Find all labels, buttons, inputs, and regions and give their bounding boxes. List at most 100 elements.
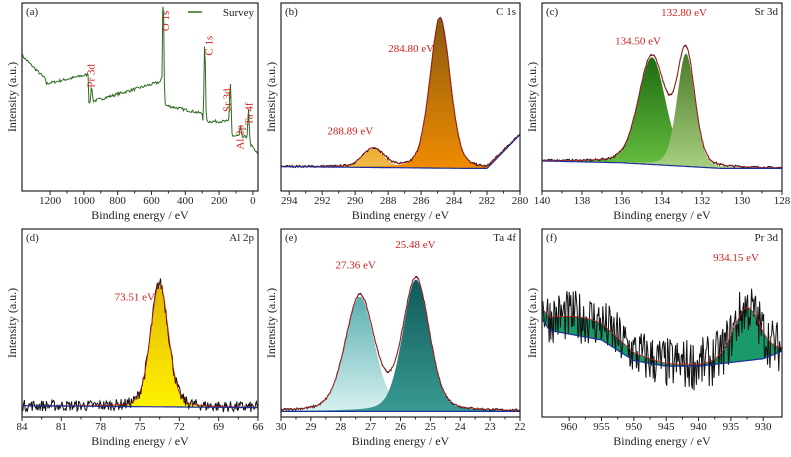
- x-tick-label: 930: [755, 421, 772, 433]
- x-tick-label: 138: [574, 195, 591, 207]
- x-axis-label: Binding energy / eV: [91, 208, 189, 222]
- x-tick-label: 78: [95, 421, 107, 433]
- panel-title: C 1s: [496, 6, 516, 18]
- x-tick-label: 288: [380, 195, 397, 207]
- fit-envelope-line: [541, 307, 782, 365]
- panel-label: (e): [285, 232, 298, 244]
- x-tick-label: 136: [614, 195, 631, 207]
- x-tick-label: 200: [211, 195, 228, 207]
- x-tick-label: 800: [109, 195, 126, 207]
- x-tick-label: 140: [534, 195, 551, 207]
- x-tick-label: 600: [143, 195, 160, 207]
- panel-label: (b): [285, 6, 298, 18]
- x-tick-label: 75: [135, 421, 147, 433]
- x-tick-label: 28: [335, 421, 347, 433]
- x-tick-label: 290: [347, 195, 364, 207]
- fit-component-27.36: [281, 296, 520, 412]
- panel-f: 934.15 eV Pr 3d (f) 960 955 950 945 940 935 930 Bi…: [525, 228, 783, 448]
- peak-position-label: 27.36 eV: [336, 259, 376, 271]
- y-axis-label: Intensity (a.u.): [264, 62, 278, 132]
- peak-position-label: 132.80 eV: [661, 7, 707, 19]
- peak-position-label: 134.50 eV: [615, 35, 661, 47]
- y-axis-label: Intensity (a.u.): [525, 288, 539, 358]
- peak-position-label: 284.80 eV: [388, 43, 434, 55]
- x-tick-label: 1000: [73, 195, 96, 207]
- peak-label: Al 2p: [234, 124, 246, 149]
- plot-frame: [21, 2, 259, 192]
- x-tick-label: 66: [253, 421, 265, 433]
- y-axis-label: Intensity (a.u.): [264, 288, 278, 358]
- y-axis-label: Intensity (a.u.): [5, 62, 19, 132]
- panel-title: Ta 4f: [493, 232, 516, 244]
- x-tick-label: 134: [654, 195, 671, 207]
- x-tick-label: 286: [413, 195, 430, 207]
- fit-envelope-line: [542, 44, 782, 169]
- background-line: [22, 405, 258, 409]
- peak-position-label: 934.15 eV: [713, 252, 759, 264]
- panel-label: (a): [26, 6, 39, 18]
- x-tick-label: 132: [694, 195, 711, 207]
- fit-component-134.5: [542, 57, 782, 169]
- y-axis-label: Intensity (a.u.): [5, 288, 19, 358]
- panel-d: 73.51 eV Al 2p (d) 84 81 78 75 72 69 66 Binding en…: [5, 228, 265, 448]
- panel-c: 132.80 eV 134.50 eV Sr 3d (c) 140 138 136 134 13…: [525, 2, 791, 222]
- x-tick-label: 128: [774, 195, 791, 207]
- x-axis-label: Binding energy / eV: [613, 434, 711, 448]
- background-line: [281, 134, 521, 169]
- x-tick-label: 0: [250, 195, 256, 207]
- background-line: [542, 160, 782, 169]
- panel-title: Pr 3d: [754, 232, 778, 244]
- x-tick-label: 284: [446, 195, 463, 207]
- x-tick-label: 282: [479, 195, 496, 207]
- survey-spectrum-line: [21, 6, 259, 154]
- peak-position-label: 73.51 eV: [115, 291, 155, 303]
- fit-envelope-line: [281, 17, 521, 167]
- plot-frame: [280, 2, 521, 192]
- panel-title: Al 2p: [229, 232, 254, 244]
- x-tick-label: 23: [485, 421, 497, 433]
- background-line: [541, 318, 783, 367]
- x-tick-label: 940: [690, 421, 707, 433]
- x-tick-label: 81: [56, 421, 67, 433]
- y-axis-label: Intensity (a.u.): [525, 62, 539, 132]
- x-axis-label: Binding energy / eV: [613, 208, 711, 222]
- fit-component-284.85: [281, 17, 520, 169]
- peak-label: O 1s: [160, 11, 172, 31]
- legend-label-survey: Survey: [223, 7, 255, 19]
- x-tick-label: 27: [365, 421, 377, 433]
- x-tick-label: 30: [276, 421, 288, 433]
- panel-title: Sr 3d: [754, 6, 778, 18]
- fit-envelope-line: [281, 276, 520, 411]
- plot-frame: [541, 228, 783, 418]
- x-tick-label: 130: [734, 195, 751, 207]
- x-tick-label: 294: [281, 195, 298, 207]
- panel-b: 284.80 eV 288.89 eV C 1s (b) 294 292 290 288 286…: [264, 2, 529, 222]
- x-axis-label: Binding energy / eV: [352, 434, 450, 448]
- x-axis-label: Binding energy / eV: [352, 208, 450, 222]
- x-tick-label: 69: [213, 421, 225, 433]
- x-tick-label: 1200: [39, 195, 62, 207]
- x-tick-label: 24: [455, 421, 467, 433]
- panel-label: (c): [546, 6, 559, 18]
- panel-e: 25.48 eV 27.36 eV Ta 4f (e) 30 29 28 27 26 25 24 23…: [264, 228, 526, 448]
- x-tick-label: 72: [174, 421, 185, 433]
- x-tick-label: 29: [305, 421, 317, 433]
- x-tick-label: 950: [626, 421, 643, 433]
- x-tick-label: 960: [561, 421, 578, 433]
- peak-label: C 1s: [204, 36, 216, 56]
- x-tick-label: 22: [515, 421, 526, 433]
- x-tick-label: 84: [17, 421, 29, 433]
- x-tick-label: 280: [512, 195, 529, 207]
- x-tick-label: 955: [593, 421, 610, 433]
- x-tick-label: 945: [658, 421, 675, 433]
- x-tick-label: 292: [314, 195, 331, 207]
- peak-label: Pr 3d: [86, 64, 98, 88]
- x-tick-label: 935: [723, 421, 740, 433]
- x-tick-label: 400: [177, 195, 194, 207]
- raw-spectrum-line: [280, 16, 521, 169]
- fit-component-932.5: [542, 307, 782, 367]
- peak-label: Ta 4f: [244, 102, 256, 125]
- x-axis-label: Binding energy / eV: [91, 434, 189, 448]
